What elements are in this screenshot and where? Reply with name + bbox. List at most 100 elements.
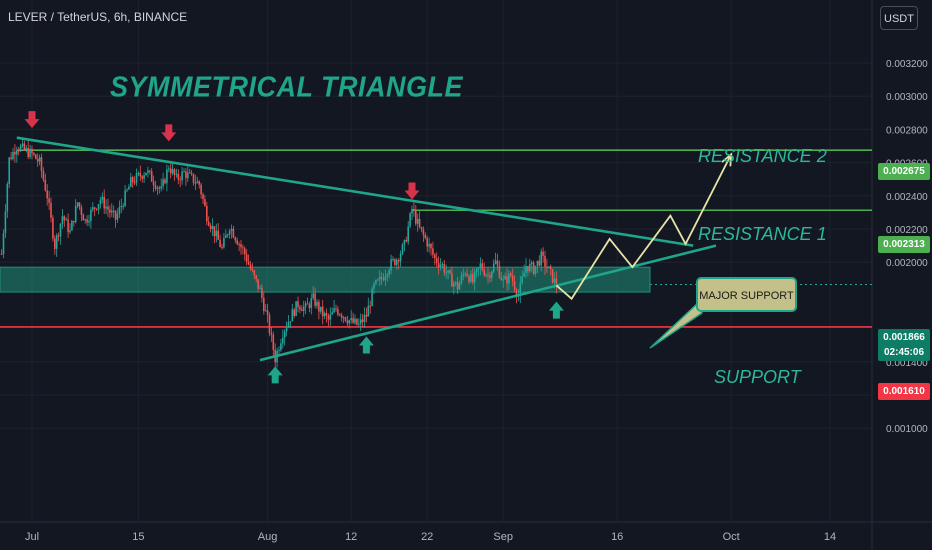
candle-body	[122, 205, 124, 207]
support-price-tag: 0.001610	[878, 383, 930, 400]
candle-body	[308, 304, 311, 308]
candle-body	[472, 273, 474, 283]
candle-body	[154, 185, 157, 189]
candle-body	[247, 261, 250, 265]
candle-body	[185, 171, 187, 179]
candle-body	[492, 263, 495, 272]
candle-body	[534, 265, 537, 274]
currency-button[interactable]: USDT	[880, 6, 918, 30]
candle-body	[253, 270, 256, 276]
candle-body	[411, 208, 413, 214]
candle-body	[196, 181, 199, 184]
candle-body	[149, 170, 151, 172]
candle-body	[244, 248, 246, 255]
candle-body	[152, 181, 155, 186]
candle-body	[204, 199, 206, 206]
candle-body	[434, 254, 436, 259]
candle-body	[515, 289, 518, 297]
candle-body	[268, 314, 271, 333]
candle-body	[232, 228, 235, 238]
candle-body	[378, 276, 381, 280]
projected-arrow-head	[721, 152, 733, 167]
candle-body	[171, 169, 174, 174]
candle-body	[299, 306, 301, 310]
candle-body	[245, 254, 248, 262]
buy-arrow-icon	[267, 366, 283, 384]
support-label: SUPPORT	[714, 367, 801, 387]
candle-body	[390, 259, 392, 270]
candle-body	[270, 332, 273, 335]
candle-body	[399, 253, 402, 262]
candle-body	[251, 268, 254, 271]
candle-body	[52, 217, 54, 239]
candle-body	[542, 251, 544, 256]
current-price-tag: 0.001866 02:45:06	[878, 329, 930, 361]
candle-body	[468, 276, 470, 282]
candle-body	[481, 263, 484, 270]
candle-body	[164, 179, 166, 184]
candle-body	[63, 216, 66, 221]
candle-body	[97, 204, 100, 210]
y-tick-label: 0.003200	[886, 59, 928, 70]
candle-body	[103, 196, 105, 209]
candle-body	[529, 264, 531, 272]
candle-body	[479, 263, 482, 268]
candle-body	[424, 234, 427, 239]
candle-body	[354, 318, 356, 323]
candle-body	[350, 318, 352, 321]
candle-body	[287, 321, 290, 328]
candle-body	[418, 219, 421, 227]
candle-body	[221, 246, 223, 248]
symbol-title: LEVER / TetherUS, 6h, BINANCE	[8, 10, 188, 24]
candle-body	[29, 148, 31, 158]
candle-body	[95, 208, 98, 210]
candle-body	[445, 272, 447, 274]
candle-body	[166, 169, 168, 184]
candle-body	[460, 275, 463, 284]
candle-body	[527, 265, 529, 272]
candle-body	[67, 219, 69, 233]
y-tick-label: 0.002000	[886, 258, 928, 269]
candle-body	[540, 251, 542, 266]
candle-body	[42, 170, 45, 180]
x-tick-label: Aug	[258, 531, 278, 543]
candle-body	[388, 269, 390, 275]
candle-body	[36, 159, 39, 162]
candle-body	[261, 287, 263, 298]
candle-body	[181, 171, 183, 181]
candle-body	[401, 244, 404, 254]
candle-body	[551, 269, 554, 283]
candle-body	[377, 279, 379, 281]
candle-body	[293, 309, 295, 316]
candle-body	[473, 272, 476, 283]
candle-body	[73, 221, 75, 223]
candle-body	[8, 157, 10, 184]
candle-body	[48, 198, 50, 203]
candle-body	[464, 273, 466, 275]
candle-body	[202, 194, 204, 200]
candle-body	[272, 334, 275, 350]
candle-body	[10, 157, 12, 160]
candle-body	[169, 168, 172, 174]
candle-body	[331, 312, 333, 315]
candle-body	[118, 206, 121, 214]
x-tick-label: Sep	[493, 531, 513, 543]
candle-body	[44, 179, 47, 191]
major-support-zone	[0, 266, 651, 293]
candle-body	[304, 303, 307, 307]
candle-body	[183, 171, 185, 173]
candle-body	[99, 199, 102, 205]
candle-body	[485, 274, 487, 276]
candle-body	[12, 151, 14, 160]
candle-body	[405, 240, 408, 242]
candle-body	[76, 202, 79, 207]
candle-body	[130, 177, 132, 187]
candle-body	[175, 173, 178, 175]
candle-body	[80, 207, 83, 215]
candle-body	[16, 150, 18, 155]
candle-body	[316, 301, 318, 306]
candle-body	[215, 230, 218, 237]
candle-body	[162, 179, 164, 187]
candle-body	[71, 221, 73, 231]
